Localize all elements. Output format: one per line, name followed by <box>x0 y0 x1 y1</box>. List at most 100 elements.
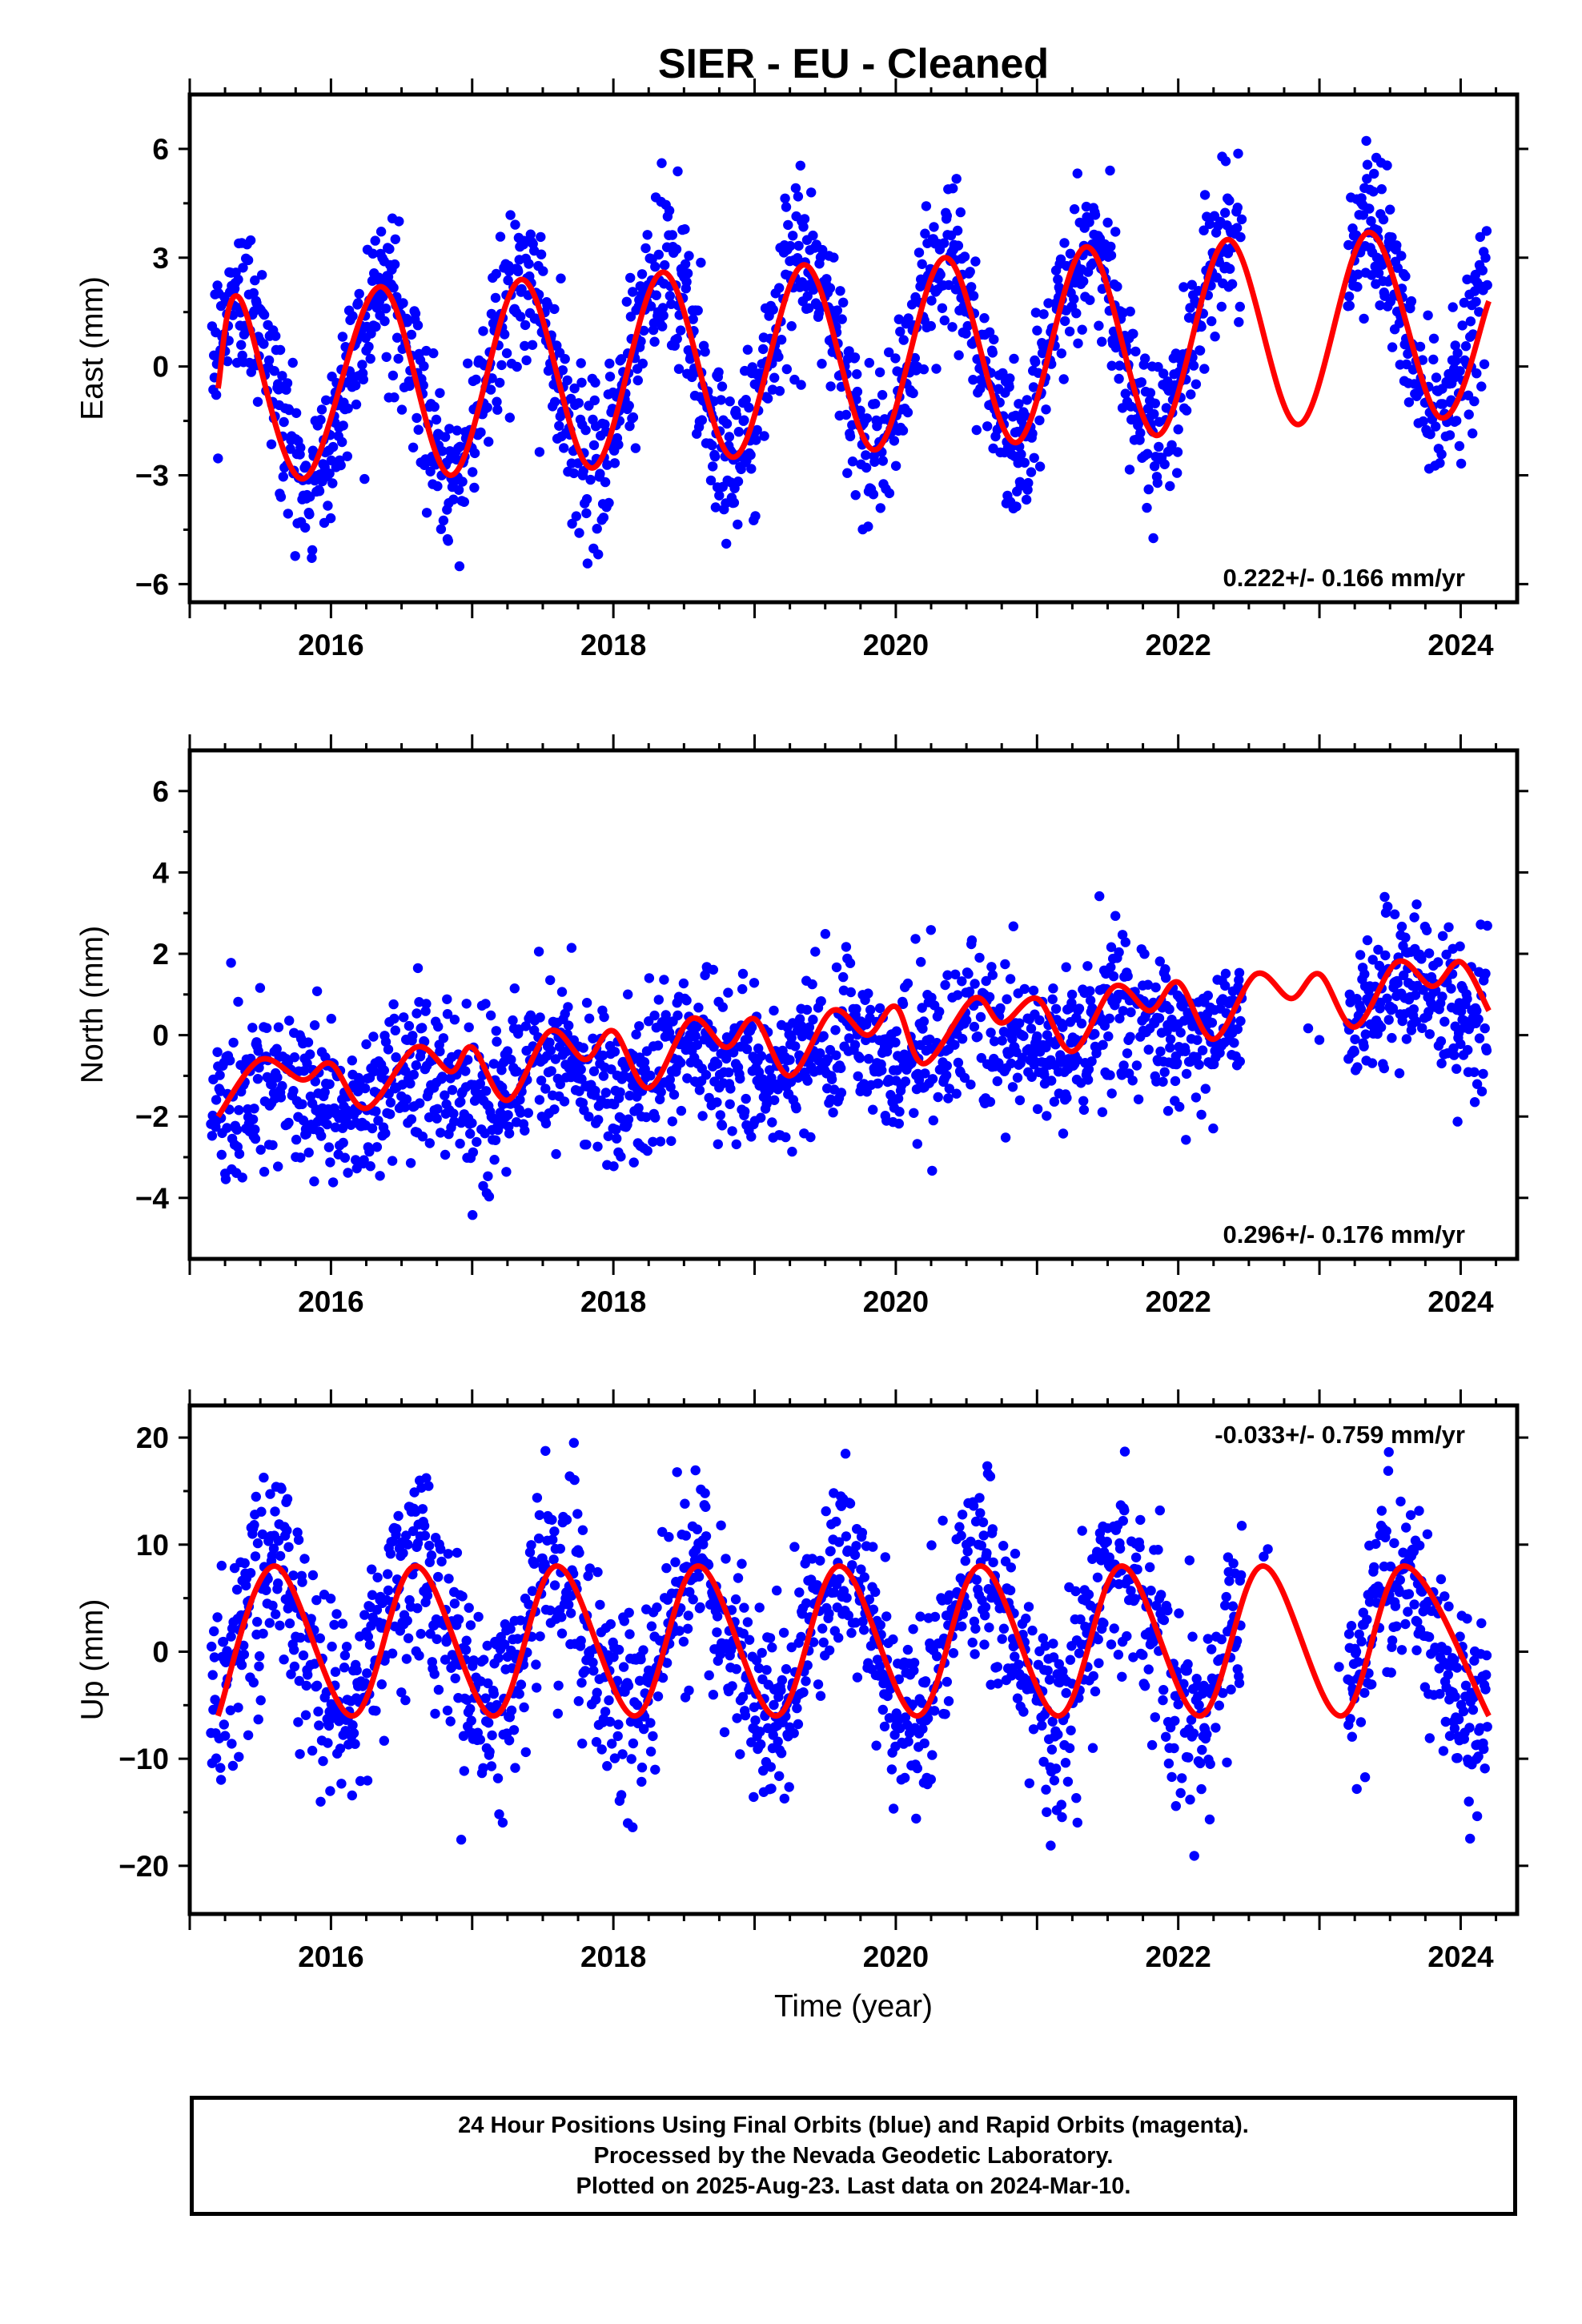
data-point <box>790 1041 801 1051</box>
data-point <box>788 231 798 241</box>
data-point <box>630 443 641 453</box>
data-point <box>523 1108 533 1118</box>
data-point <box>449 1015 460 1025</box>
data-point <box>361 1039 371 1050</box>
data-point <box>898 335 909 345</box>
data-point <box>984 991 995 1003</box>
data-point <box>1200 1084 1211 1094</box>
data-point <box>639 1057 650 1068</box>
data-point <box>1396 251 1407 261</box>
data-point <box>358 374 368 385</box>
data-point <box>275 1550 286 1562</box>
data-point <box>618 1662 629 1672</box>
data-point <box>606 1064 616 1075</box>
data-point <box>510 219 520 230</box>
data-point <box>1437 991 1447 1002</box>
data-point <box>644 973 655 983</box>
data-point <box>1077 324 1087 335</box>
data-point <box>371 1142 383 1152</box>
data-point <box>1066 989 1078 1000</box>
data-point <box>965 267 975 277</box>
data-point <box>321 395 331 405</box>
data-point <box>504 1735 515 1746</box>
data-point <box>233 1703 243 1713</box>
data-point <box>642 1145 652 1156</box>
data-point <box>941 1070 952 1081</box>
data-point <box>970 256 981 267</box>
data-point <box>469 482 480 493</box>
data-point <box>1158 1076 1168 1088</box>
data-point <box>1018 1031 1029 1041</box>
data-point <box>1180 1046 1191 1056</box>
data-point <box>733 476 744 487</box>
data-point <box>350 1739 360 1749</box>
data-point <box>1117 930 1128 940</box>
data-point <box>277 1080 287 1092</box>
data-point <box>832 305 843 316</box>
x-tick-label: 2022 <box>1146 1285 1211 1318</box>
data-point <box>592 1141 603 1152</box>
data-point <box>744 402 754 413</box>
data-point <box>1000 959 1010 970</box>
data-point <box>616 1790 627 1800</box>
data-point <box>710 502 721 513</box>
data-point <box>908 1624 918 1634</box>
data-point <box>466 1715 476 1726</box>
data-point <box>1369 168 1379 179</box>
data-point <box>250 1133 261 1144</box>
data-point <box>1382 160 1392 171</box>
data-point <box>660 259 670 271</box>
data-point <box>336 1779 347 1789</box>
data-point <box>930 1611 941 1622</box>
data-point <box>652 1040 664 1051</box>
data-point <box>1418 985 1428 995</box>
data-point <box>555 1079 565 1090</box>
data-point <box>1064 326 1075 337</box>
data-point <box>1199 364 1210 374</box>
data-point <box>1236 214 1247 225</box>
data-point <box>247 1023 258 1033</box>
y-tick-label: 4 <box>152 856 169 889</box>
data-point <box>1415 341 1426 352</box>
data-point <box>228 1037 239 1048</box>
data-point <box>749 978 760 988</box>
data-point <box>440 1090 450 1100</box>
data-point <box>746 464 757 474</box>
data-point <box>1383 1015 1394 1025</box>
data-point <box>657 303 669 313</box>
data-point <box>468 1655 479 1666</box>
data-point <box>424 1112 435 1123</box>
data-point <box>1131 1060 1142 1071</box>
data-point <box>303 1670 313 1680</box>
data-point <box>1480 1023 1490 1034</box>
data-point <box>1170 1076 1181 1087</box>
data-point <box>561 1514 572 1525</box>
data-point <box>984 327 995 337</box>
data-point <box>549 1104 560 1115</box>
data-point <box>806 187 817 198</box>
data-point <box>339 1663 350 1673</box>
data-point <box>852 386 863 397</box>
data-point <box>1174 1101 1185 1112</box>
data-point <box>793 1719 804 1730</box>
data-point <box>1006 1058 1017 1069</box>
data-point <box>1362 159 1373 170</box>
data-point <box>750 1715 761 1726</box>
data-point <box>721 418 733 429</box>
data-point <box>649 336 660 347</box>
data-point <box>359 473 370 485</box>
data-point <box>789 1542 800 1552</box>
data-point <box>1019 457 1030 468</box>
data-point <box>971 424 982 436</box>
data-point <box>857 1616 868 1627</box>
data-point <box>419 1521 430 1531</box>
data-point <box>314 1720 324 1731</box>
data-point <box>1235 1056 1246 1067</box>
data-point <box>1417 355 1428 365</box>
data-point <box>900 1712 911 1723</box>
data-point <box>992 1662 1003 1672</box>
data-point <box>597 1050 608 1061</box>
data-point <box>311 1680 323 1691</box>
data-point <box>683 1610 693 1621</box>
data-point <box>481 1086 492 1096</box>
